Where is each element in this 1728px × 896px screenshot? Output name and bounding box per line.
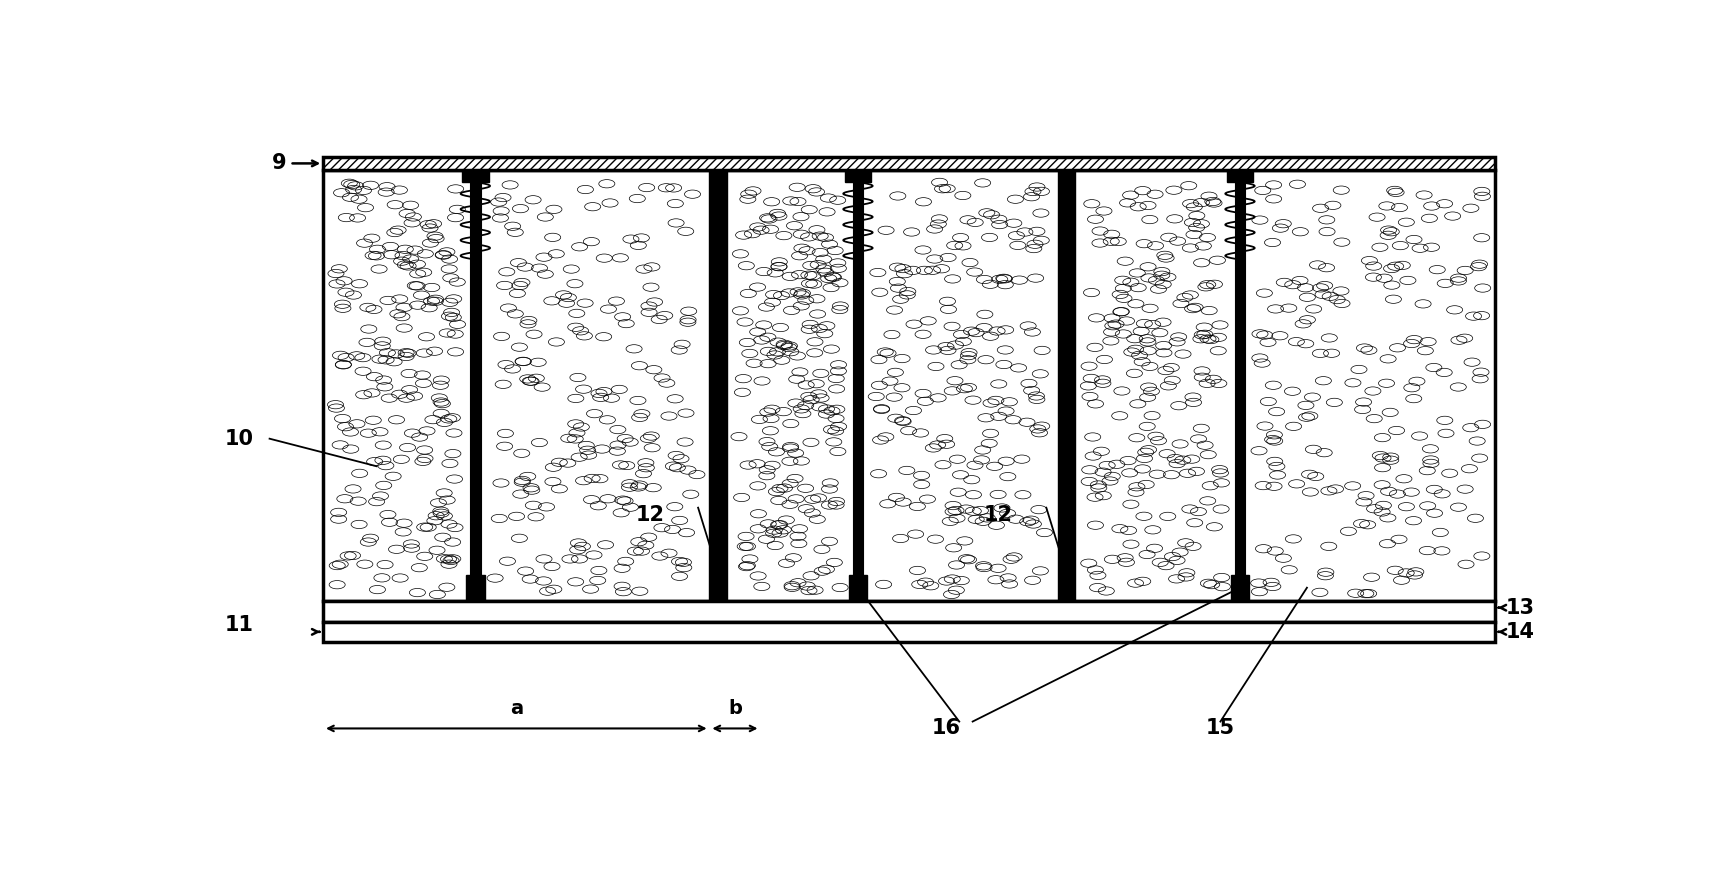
Text: a: a bbox=[510, 699, 524, 718]
Bar bbox=[1234, 169, 1246, 601]
Bar bbox=[1230, 574, 1249, 601]
Bar bbox=[845, 169, 871, 182]
Text: b: b bbox=[727, 699, 741, 718]
Text: 14: 14 bbox=[1505, 622, 1534, 642]
Bar bbox=[710, 169, 727, 601]
Text: 11: 11 bbox=[225, 615, 254, 635]
Text: 15: 15 bbox=[1206, 719, 1236, 738]
Text: 12: 12 bbox=[636, 504, 665, 524]
Bar bbox=[323, 169, 1495, 601]
Bar bbox=[323, 622, 1495, 642]
Text: 13: 13 bbox=[1505, 598, 1534, 617]
Bar bbox=[470, 169, 480, 601]
Bar bbox=[467, 574, 484, 601]
Bar bbox=[848, 574, 867, 601]
Bar bbox=[323, 157, 1495, 169]
Text: 10: 10 bbox=[225, 428, 254, 449]
Bar bbox=[323, 157, 1495, 169]
Bar bbox=[852, 169, 864, 601]
Bar bbox=[1058, 169, 1075, 601]
Text: 12: 12 bbox=[983, 504, 1013, 524]
Bar bbox=[1227, 169, 1253, 182]
Bar bbox=[323, 601, 1495, 622]
Bar bbox=[461, 169, 489, 182]
Text: 16: 16 bbox=[931, 719, 961, 738]
Text: 9: 9 bbox=[273, 153, 287, 174]
